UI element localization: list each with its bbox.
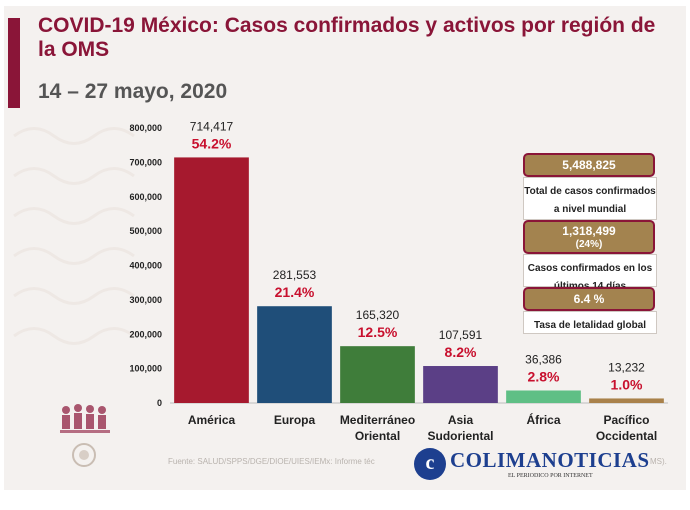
bar-value-label: 36,386	[525, 352, 562, 366]
recent-cases-label: Casos confirmados en los últimos 14 días	[527, 263, 653, 292]
bar-value-label: 107,591	[439, 328, 483, 342]
total-cases-value: 5,488,825	[523, 153, 655, 177]
bar-percent-label: 12.5%	[358, 324, 398, 340]
bar	[340, 346, 415, 403]
bar	[174, 157, 249, 403]
accent-bar	[8, 18, 20, 108]
bar-value-label: 13,232	[608, 360, 645, 374]
historical-figures-logo	[60, 404, 110, 467]
bar-percent-label: 21.4%	[275, 284, 315, 300]
source-note-end: MS).	[650, 457, 667, 466]
y-tick-label: 200,000	[129, 329, 162, 339]
y-tick-label: 300,000	[129, 295, 162, 305]
recent-cases-percent: (24%)	[575, 239, 603, 250]
watermark-badge-icon: c	[414, 448, 446, 480]
lethality-box: Tasa de letalidad global	[523, 311, 657, 334]
y-tick-label: 400,000	[129, 261, 162, 271]
watermark-tagline: EL PERIODICO POR INTERNET	[508, 473, 593, 479]
category-label: África	[526, 412, 560, 427]
category-label: Occidental	[596, 429, 657, 443]
y-tick-label: 600,000	[129, 192, 162, 202]
category-label: Asia	[448, 413, 474, 427]
category-label: Pacífico	[603, 413, 649, 427]
bar	[423, 366, 498, 403]
category-label: Europa	[274, 413, 316, 427]
recent-cases-value: 1,318,499 (24%)	[523, 220, 655, 254]
lethality-number: 6.4 %	[573, 292, 605, 306]
watermark-name: COLIMANOTICIAS	[450, 448, 650, 472]
recent-cases-box: Casos confirmados en los últimos 14 días	[523, 254, 657, 292]
y-tick-label: 800,000	[129, 123, 162, 133]
bar-value-label: 165,320	[356, 308, 400, 322]
category-label: América	[188, 413, 236, 427]
bar-percent-label: 54.2%	[192, 135, 232, 151]
recent-cases-number: 1,318,499	[562, 224, 616, 238]
y-tick-label: 100,000	[129, 364, 162, 374]
source-note: Fuente: SALUD/SPPS/DGE/DIOE/UIES/IEMx: I…	[168, 457, 375, 466]
total-cases-box: Total de casos confirmados a nivel mundi…	[523, 177, 657, 220]
bar-percent-label: 1.0%	[611, 376, 643, 392]
bar	[257, 306, 332, 403]
y-tick-label: 0	[157, 398, 162, 408]
lethality-label: Tasa de letalidad global	[533, 320, 647, 331]
watermark-logo: c COLIMANOTICIAS EL PERIODICO POR INTERN…	[412, 446, 662, 486]
bar-value-label: 281,553	[273, 268, 317, 282]
category-label: Sudoriental	[427, 429, 493, 443]
y-tick-label: 500,000	[129, 226, 162, 236]
bar-percent-label: 2.8%	[528, 368, 560, 384]
page-title: COVID-19 México: Casos confirmados y act…	[38, 14, 656, 61]
total-cases-label: Total de casos confirmados a nivel mundi…	[524, 186, 656, 215]
total-cases-number: 5,488,825	[562, 158, 616, 172]
bar-percent-label: 8.2%	[445, 344, 477, 360]
category-label: Oriental	[355, 429, 400, 443]
decorative-pattern	[13, 127, 135, 345]
bar	[506, 390, 581, 403]
y-tick-label: 700,000	[129, 157, 162, 167]
category-label: Mediterráneo	[340, 413, 415, 427]
date-range: 14 – 27 mayo, 2020	[38, 80, 228, 103]
bar-value-label: 714,417	[190, 119, 234, 133]
bar	[589, 398, 664, 403]
lethality-value: 6.4 %	[523, 287, 655, 311]
